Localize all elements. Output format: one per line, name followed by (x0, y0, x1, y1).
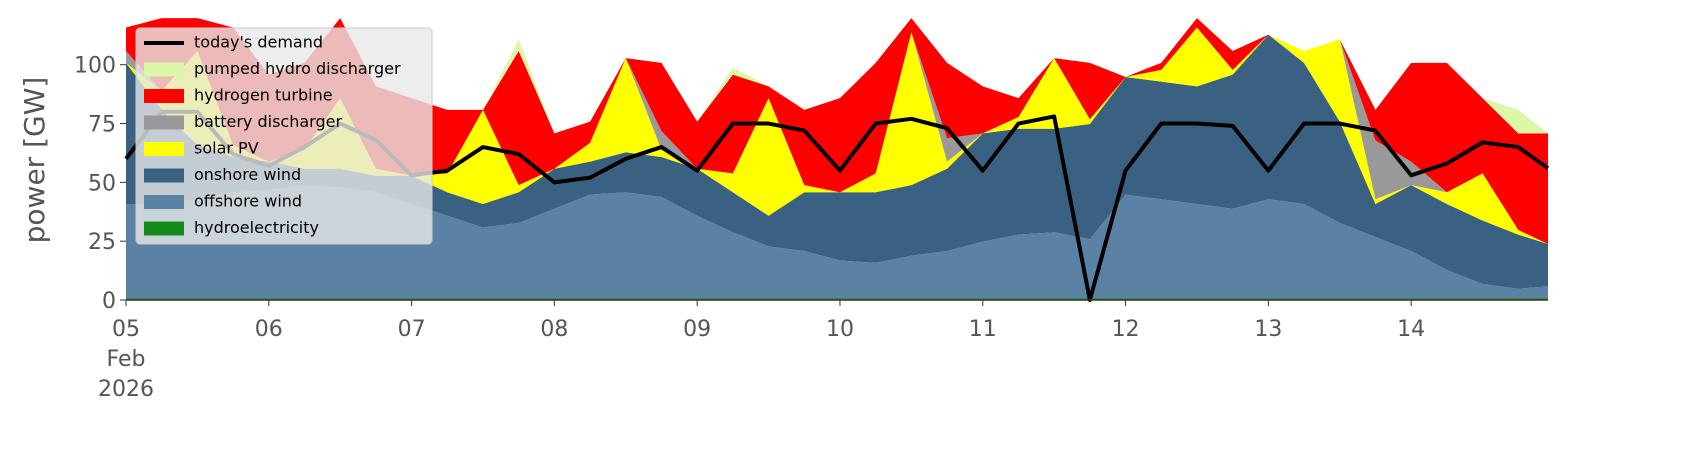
y-tick-label: 25 (88, 230, 116, 255)
x-tick-label: 07 (398, 317, 426, 342)
x-tick-label: 08 (540, 317, 568, 342)
x-tick-label: 12 (1112, 317, 1140, 342)
x-tick-label: 09 (683, 317, 711, 342)
area (126, 27, 1548, 244)
legend-swatch (144, 142, 184, 156)
y-tick-label: 50 (88, 171, 116, 196)
legend-label: battery discharger (194, 112, 342, 131)
legend-label: offshore wind (194, 192, 302, 211)
legend-swatch (144, 115, 184, 130)
legend-swatch (144, 195, 184, 209)
legend-label: pumped hydro discharger (194, 59, 401, 78)
x-tick-label: 11 (969, 317, 997, 342)
area (126, 185, 1548, 299)
legend-label: hydrogen turbine (194, 86, 333, 105)
y-tick-label: 100 (74, 54, 116, 79)
x-tick-label: 13 (1254, 317, 1282, 342)
legend-swatch (144, 89, 184, 103)
legend-label: today's demand (194, 33, 323, 52)
legend: today's demand pumped hydro discharger hyd… (135, 27, 433, 245)
x-tick-label: 05 Feb 2026 (98, 317, 154, 402)
area (126, 18, 1548, 245)
x-tick-label: 14 (1397, 317, 1425, 342)
y-tick-label: 75 (88, 113, 116, 138)
legend-label: onshore wind (194, 165, 301, 184)
area (126, 34, 1548, 289)
legend-label: solar PV (194, 139, 259, 158)
legend-swatch (144, 62, 184, 77)
y-axis-label: power [GW] (18, 77, 51, 244)
legend-frame (135, 27, 433, 245)
legend-swatch (144, 221, 184, 236)
x-tick-label: 10 (826, 317, 854, 342)
y-tick-label: 0 (102, 289, 116, 314)
x-tick-label: 06 (255, 317, 283, 342)
legend-swatch (144, 168, 184, 183)
legend-label: hydroelectricity (194, 218, 319, 237)
